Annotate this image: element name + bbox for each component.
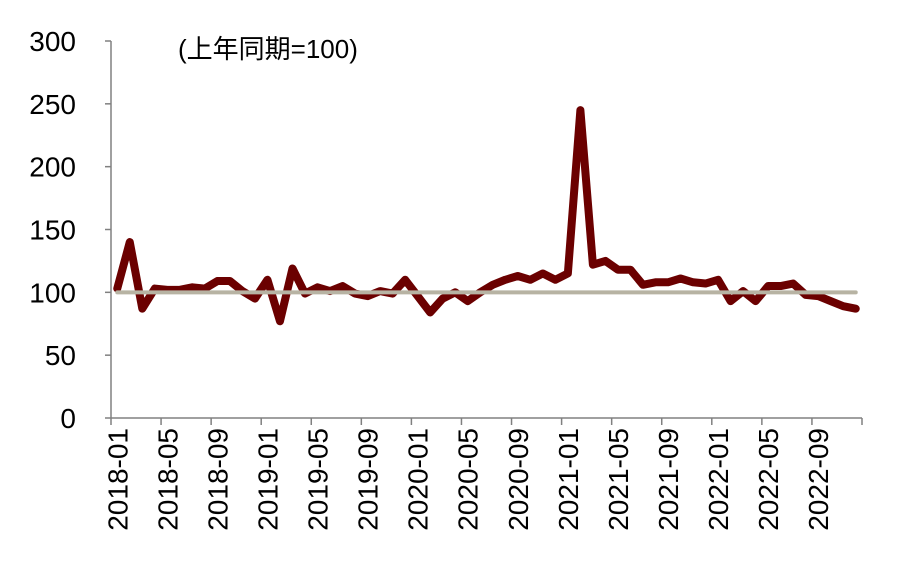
y-tick-label: 100 (29, 277, 76, 308)
y-tick-label: 300 (29, 26, 76, 57)
x-tick-label: 2022-09 (803, 428, 834, 531)
y-tick-label: 250 (29, 89, 76, 120)
x-tick-label: 2021-01 (553, 428, 584, 531)
x-tick-label: 2022-05 (753, 428, 784, 531)
x-tick-label: 2022-01 (703, 428, 734, 531)
x-tick-label: 2018-09 (202, 428, 233, 531)
x-tick-label: 2018-01 (102, 428, 133, 531)
series-group (113, 106, 860, 326)
x-tick-label: 2020-05 (453, 428, 484, 531)
axes-group: 0 50 100 150 200 250 300 2018-01 2018-05 2018-09 2… (29, 26, 863, 531)
y-tick-label: 50 (45, 340, 76, 371)
x-tick-label: 2019-01 (252, 428, 283, 531)
x-tick-label: 2021-09 (653, 428, 684, 531)
series-line-index (113, 106, 860, 326)
x-tick-label: 2020-01 (403, 428, 434, 531)
y-tick-label: 0 (60, 403, 76, 434)
chart-annotation: (上年同期=100) (178, 34, 358, 64)
x-tick-label: 2020-09 (503, 428, 534, 531)
y-tick-label: 200 (29, 152, 76, 183)
x-tick-label: 2018-05 (152, 428, 183, 531)
y-tick-label: 150 (29, 215, 76, 246)
x-tick-label: 2019-09 (353, 428, 384, 531)
x-tick-label: 2021-05 (603, 428, 634, 531)
x-tick-label: 2019-05 (303, 428, 334, 531)
